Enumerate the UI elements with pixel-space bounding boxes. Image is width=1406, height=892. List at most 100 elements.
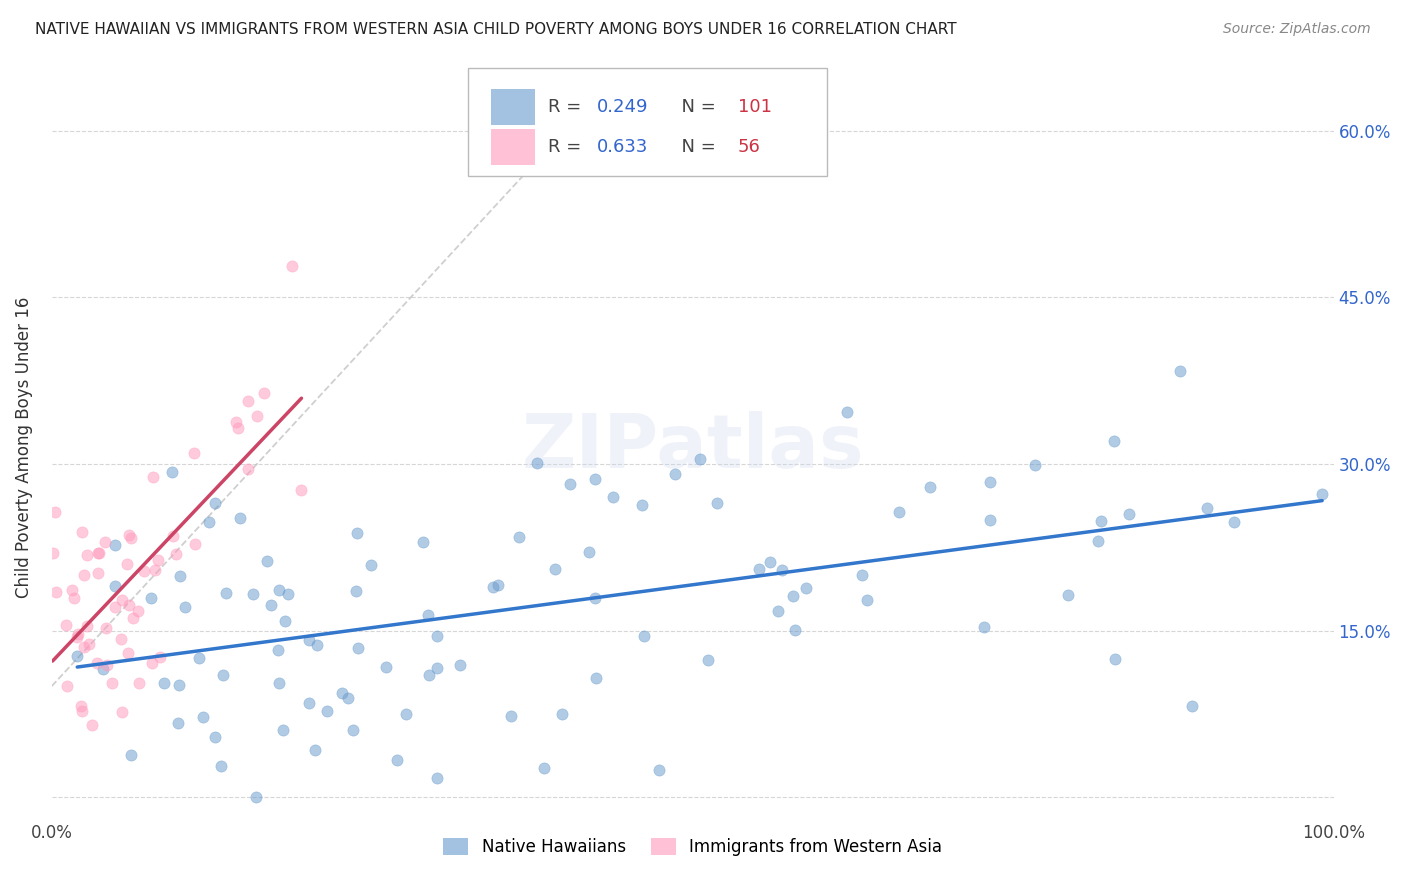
- Point: [184, 537, 207, 551]
- Point: [633, 629, 655, 643]
- Point: [508, 530, 530, 544]
- Point: [1024, 458, 1046, 472]
- FancyBboxPatch shape: [492, 128, 536, 165]
- Point: [274, 614, 297, 628]
- Point: [256, 554, 278, 568]
- Point: [344, 583, 367, 598]
- Point: [387, 753, 409, 767]
- Point: [41, 546, 63, 560]
- Point: [65, 631, 87, 645]
- Point: [87, 546, 110, 560]
- Point: [425, 629, 447, 643]
- Point: [174, 599, 197, 614]
- Point: [169, 569, 191, 583]
- Point: [766, 604, 789, 618]
- Point: [1310, 487, 1333, 501]
- Point: [70, 524, 93, 539]
- Point: [236, 462, 259, 476]
- Point: [118, 527, 141, 541]
- Point: [395, 707, 418, 722]
- Point: [305, 638, 328, 652]
- Point: [1195, 501, 1218, 516]
- Point: [122, 611, 145, 625]
- Point: [706, 496, 728, 510]
- Point: [689, 452, 711, 467]
- Point: [209, 758, 232, 772]
- FancyBboxPatch shape: [468, 68, 827, 176]
- Text: 101: 101: [738, 98, 772, 116]
- Text: R =: R =: [548, 138, 586, 156]
- Point: [416, 608, 439, 623]
- Point: [267, 643, 290, 657]
- Point: [162, 465, 184, 479]
- Point: [273, 723, 295, 737]
- Point: [315, 704, 337, 718]
- Point: [242, 587, 264, 601]
- Text: N =: N =: [669, 138, 721, 156]
- Point: [56, 679, 79, 693]
- Point: [412, 534, 434, 549]
- Point: [118, 598, 141, 612]
- Point: [165, 547, 187, 561]
- Point: [330, 686, 353, 700]
- Point: [215, 586, 238, 600]
- Point: [76, 548, 98, 562]
- Point: [298, 696, 321, 710]
- Point: [486, 577, 509, 591]
- Point: [259, 599, 281, 613]
- Point: [772, 563, 794, 577]
- Point: [191, 710, 214, 724]
- Point: [115, 557, 138, 571]
- Point: [127, 604, 149, 618]
- Point: [602, 491, 624, 505]
- Point: [648, 763, 671, 777]
- Point: [748, 562, 770, 576]
- Point: [277, 587, 299, 601]
- Point: [979, 513, 1001, 527]
- Point: [141, 656, 163, 670]
- Point: [697, 652, 720, 666]
- Point: [167, 716, 190, 731]
- Point: [153, 675, 176, 690]
- Point: [66, 627, 89, 641]
- Point: [281, 259, 304, 273]
- Point: [212, 667, 235, 681]
- Point: [87, 546, 110, 560]
- Point: [1181, 698, 1204, 713]
- Point: [851, 568, 873, 582]
- Point: [104, 539, 127, 553]
- Point: [1222, 515, 1244, 529]
- Point: [253, 385, 276, 400]
- Point: [110, 632, 132, 647]
- Point: [245, 790, 267, 805]
- Point: [238, 393, 260, 408]
- Point: [132, 564, 155, 578]
- Point: [103, 579, 125, 593]
- Point: [91, 662, 114, 676]
- Point: [146, 553, 169, 567]
- Point: [342, 723, 364, 737]
- Point: [55, 617, 77, 632]
- Point: [533, 761, 555, 775]
- Point: [73, 567, 96, 582]
- Point: [72, 704, 94, 718]
- Point: [269, 675, 291, 690]
- Point: [1118, 507, 1140, 521]
- Text: 0.249: 0.249: [596, 98, 648, 116]
- Point: [973, 620, 995, 634]
- Point: [120, 531, 142, 545]
- Point: [87, 566, 110, 581]
- Point: [94, 535, 117, 549]
- Point: [631, 498, 654, 512]
- Point: [1090, 514, 1112, 528]
- Point: [979, 475, 1001, 489]
- Point: [143, 563, 166, 577]
- Point: [45, 585, 67, 599]
- Point: [782, 589, 804, 603]
- Point: [198, 515, 221, 529]
- Point: [336, 690, 359, 705]
- Point: [1087, 533, 1109, 548]
- Point: [426, 772, 449, 786]
- Text: ZIPatlas: ZIPatlas: [522, 411, 865, 483]
- Point: [887, 505, 910, 519]
